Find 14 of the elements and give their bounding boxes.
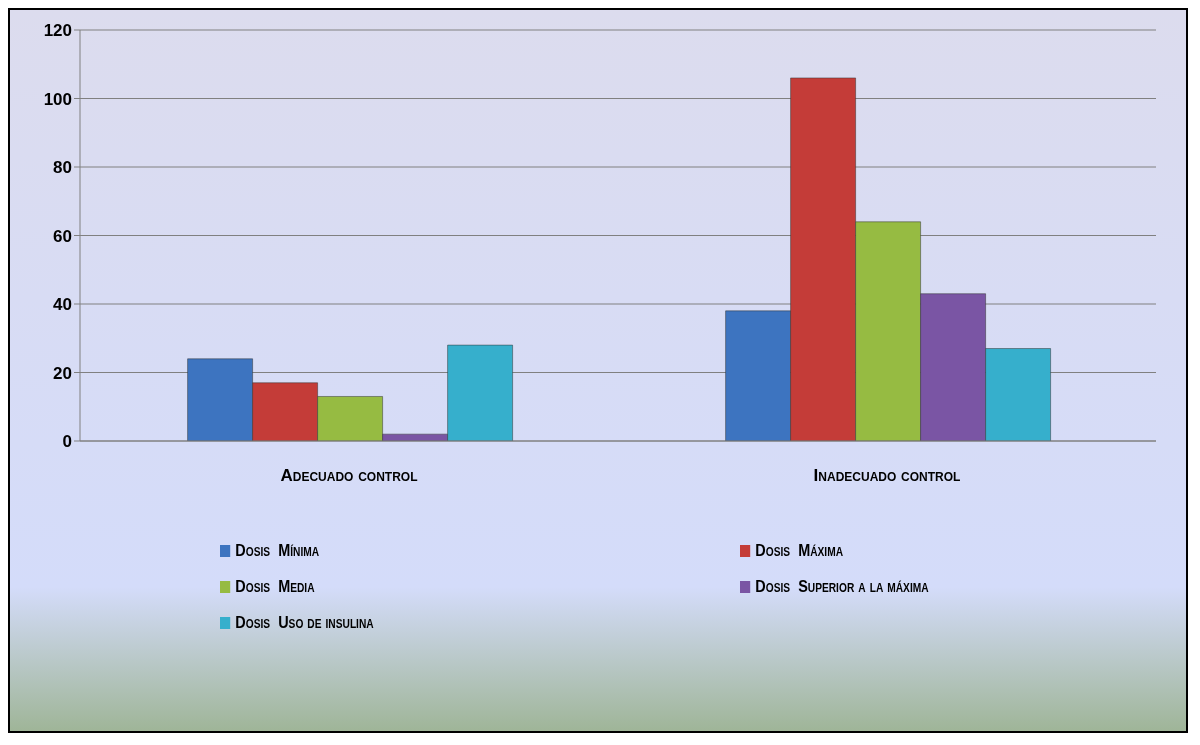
y-tick-label: 0 — [62, 432, 72, 452]
x-tick-label: Adecuado control — [280, 466, 418, 486]
x-tick-label: Inadecuado control — [813, 466, 961, 486]
y-tick-label: 60 — [53, 226, 72, 246]
y-tick-label: 120 — [43, 21, 72, 41]
legend-label: Dosis Uso de insulina — [234, 613, 375, 633]
legend-label: Dosis Media — [234, 577, 316, 597]
y-tick-label: 40 — [53, 295, 72, 315]
y-tick-label: 100 — [43, 89, 72, 109]
y-tick-label: 20 — [53, 363, 72, 383]
y-tick-label: 80 — [53, 158, 72, 178]
legend-label: Dosis Mínima — [234, 541, 321, 561]
legend-label: Dosis Máxima — [754, 541, 845, 561]
legend-label: Dosis Superior a la máxima — [754, 577, 930, 597]
